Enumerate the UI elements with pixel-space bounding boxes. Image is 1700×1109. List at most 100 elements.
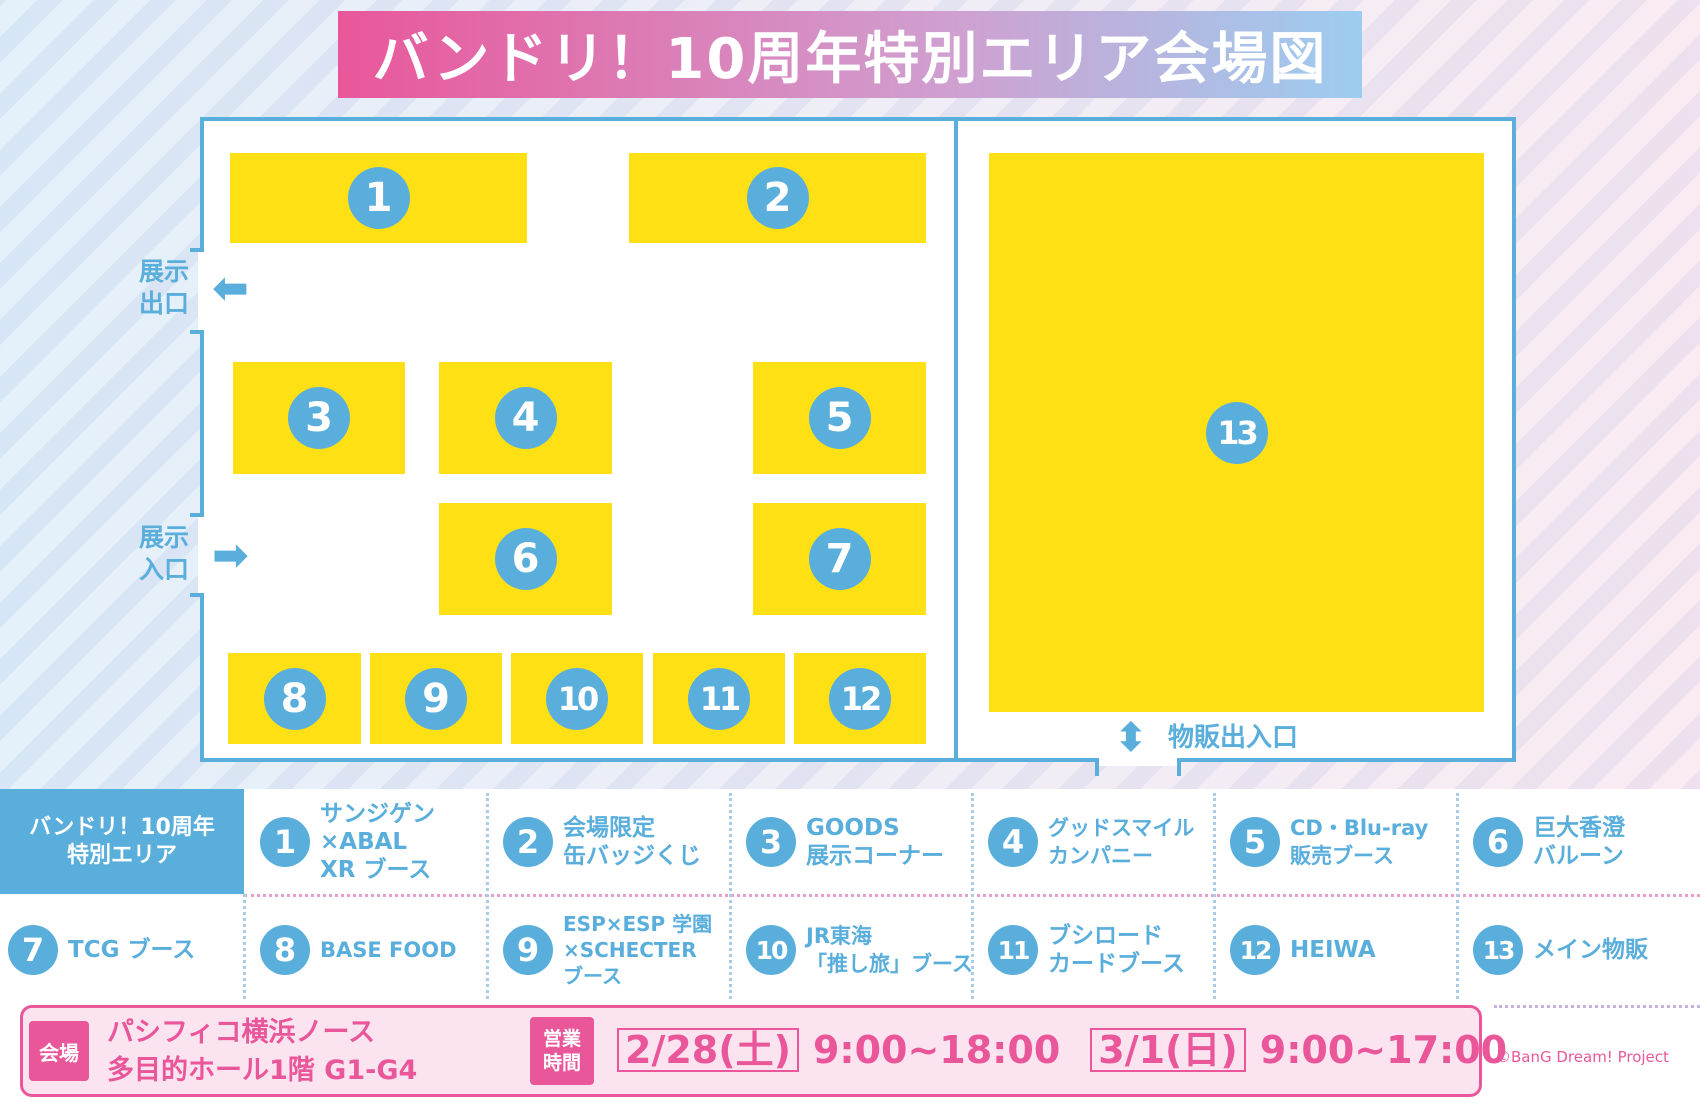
legend-item-6: 6 巨大香澄 バルーン: [1457, 789, 1700, 894]
divider: [1456, 793, 1459, 999]
legend-number: 2: [503, 816, 553, 867]
wall-bracket: [1177, 758, 1181, 776]
wall-bracket: [190, 330, 204, 334]
legend-label: 巨大香澄 バルーン: [1533, 814, 1625, 869]
legend-number: 10: [746, 925, 796, 975]
legend-number: 7: [8, 925, 58, 975]
legend-number: 8: [260, 925, 310, 975]
booth-number: 10: [546, 667, 608, 730]
legend-label: 会場限定 缶バッジくじ: [563, 814, 701, 869]
legend-label: CD・Blu-ray 販売ブース: [1290, 815, 1429, 868]
booth-number: 12: [829, 667, 891, 730]
wall-bracket: [190, 593, 204, 597]
divider: [1494, 1005, 1700, 1008]
booth-number: 5: [808, 387, 871, 449]
legend-label: サンジゲン ×ABAL XR ブース: [320, 800, 435, 883]
legend-item-11: 11 ブシロード カードブース: [972, 897, 1214, 1003]
exhibit-exit-label: 展示 出口: [138, 257, 189, 318]
legend-header: バンドリ！10周年 特別エリア: [0, 789, 244, 894]
page-title: バンドリ！10周年特別エリア会場図: [338, 11, 1362, 98]
legend-number: 3: [746, 816, 796, 867]
booth-number: 7: [808, 528, 871, 590]
legend-number: 6: [1473, 816, 1523, 867]
wall-bracket: [190, 248, 204, 252]
legend-label: ESP×ESP 学園 ×SCHECTER ブース: [563, 912, 713, 988]
day1-date: 2/28(土): [617, 1028, 799, 1072]
legend-item-9: 9 ESP×ESP 学園 ×SCHECTER ブース: [487, 897, 730, 1003]
exit-gap: [198, 250, 206, 332]
booth-2[interactable]: 2: [629, 153, 926, 243]
venue-info-box: 会場 パシフィコ横浜ノース 多目的ホール1階 G1-G4 営業 時間 2/28(…: [20, 1005, 1507, 1097]
booth-number: 3: [288, 387, 350, 449]
legend-item-13: 13 メイン物販: [1457, 897, 1700, 1003]
divider: [1213, 793, 1216, 999]
legend-item-1: 1 サンジゲン ×ABAL XR ブース: [244, 789, 487, 894]
booth-8[interactable]: 8: [228, 653, 361, 744]
booth-11[interactable]: 11: [653, 653, 785, 744]
legend-number: 9: [503, 925, 553, 975]
arrow-up-down-icon: ⬍: [1114, 715, 1148, 761]
legend-item-7: 7 TCG ブース: [0, 897, 244, 1003]
legend-number: 12: [1230, 925, 1280, 975]
booth-number: 13: [1205, 401, 1268, 464]
legend-number: 1: [260, 816, 310, 867]
day1-hours: 9:00~18:00: [812, 1028, 1061, 1072]
day2-hours: 9:00~17:00: [1259, 1028, 1508, 1072]
exhibit-entrance-label: 展示 入口: [138, 523, 189, 584]
wall-bracket: [190, 513, 204, 517]
legend-label: HEIWA: [1290, 937, 1376, 963]
booth-number: 6: [494, 528, 557, 590]
legend-number: 4: [988, 816, 1038, 867]
divider: [243, 894, 246, 999]
legend: バンドリ！10周年 特別エリア 1 サンジゲン ×ABAL XR ブース 2 会場限…: [0, 789, 1700, 1003]
booth-5[interactable]: 5: [753, 362, 926, 474]
venue-tag: 会場: [29, 1021, 89, 1081]
booth-3[interactable]: 3: [233, 362, 405, 474]
booth-7[interactable]: 7: [753, 503, 926, 615]
legend-number: 13: [1473, 925, 1523, 975]
entrance-gap: [198, 515, 206, 595]
day2-date: 3/1(日): [1090, 1028, 1246, 1072]
legend-item-10: 10 JR東海 「推し旅」ブース: [730, 897, 973, 1003]
divider: [729, 793, 732, 999]
arrow-left-icon: ⬅: [212, 263, 249, 314]
legend-item-8: 8 BASE FOOD: [244, 897, 487, 1003]
goods-gap: [1097, 756, 1179, 766]
booth-9[interactable]: 9: [370, 653, 502, 744]
booth-12[interactable]: 12: [794, 653, 926, 744]
legend-label: BASE FOOD: [320, 938, 457, 962]
booth-number: 1: [347, 167, 410, 229]
legend-label: グッドスマイル カンパニー: [1048, 815, 1195, 868]
legend-item-5: 5 CD・Blu-ray 販売ブース: [1214, 789, 1457, 894]
arrow-right-icon: ➡: [212, 530, 249, 581]
booth-10[interactable]: 10: [511, 653, 643, 744]
booth-6[interactable]: 6: [439, 503, 612, 615]
booth-number: 8: [263, 667, 326, 730]
legend-number: 11: [988, 925, 1038, 975]
divider: [971, 793, 974, 999]
booth-1[interactable]: 1: [230, 153, 527, 243]
divider: [486, 793, 489, 999]
legend-item-12: 12 HEIWA: [1214, 897, 1457, 1003]
booth-number: 4: [494, 387, 557, 449]
legend-item-3: 3 GOODS 展示コーナー: [730, 789, 972, 894]
venue-name: パシフィコ横浜ノース 多目的ホール1階 G1-G4: [107, 1017, 418, 1086]
legend-label: ブシロード カードブース: [1048, 923, 1185, 977]
booth-number: 11: [688, 667, 750, 730]
area-divider: [954, 117, 958, 762]
legend-number: 5: [1230, 816, 1280, 867]
wall-bracket: [1095, 758, 1099, 776]
hours-tag: 営業 時間: [530, 1017, 594, 1085]
booth-4[interactable]: 4: [439, 362, 612, 474]
legend-item-4: 4 グッドスマイル カンパニー: [972, 789, 1214, 894]
legend-label: メイン物販: [1533, 937, 1648, 963]
copyright: ©BanG Dream! Project: [1496, 1048, 1669, 1066]
legend-label: JR東海 「推し旅」ブース: [806, 924, 973, 976]
booth-number: 2: [746, 167, 809, 229]
legend-label: TCG ブース: [68, 937, 196, 963]
booth-13[interactable]: 13: [989, 153, 1484, 712]
legend-item-2: 2 会場限定 缶バッジくじ: [487, 789, 730, 894]
goods-entrance-label: 物販出入口: [1168, 723, 1299, 753]
legend-label: GOODS 展示コーナー: [806, 814, 944, 869]
booth-number: 9: [405, 667, 467, 730]
